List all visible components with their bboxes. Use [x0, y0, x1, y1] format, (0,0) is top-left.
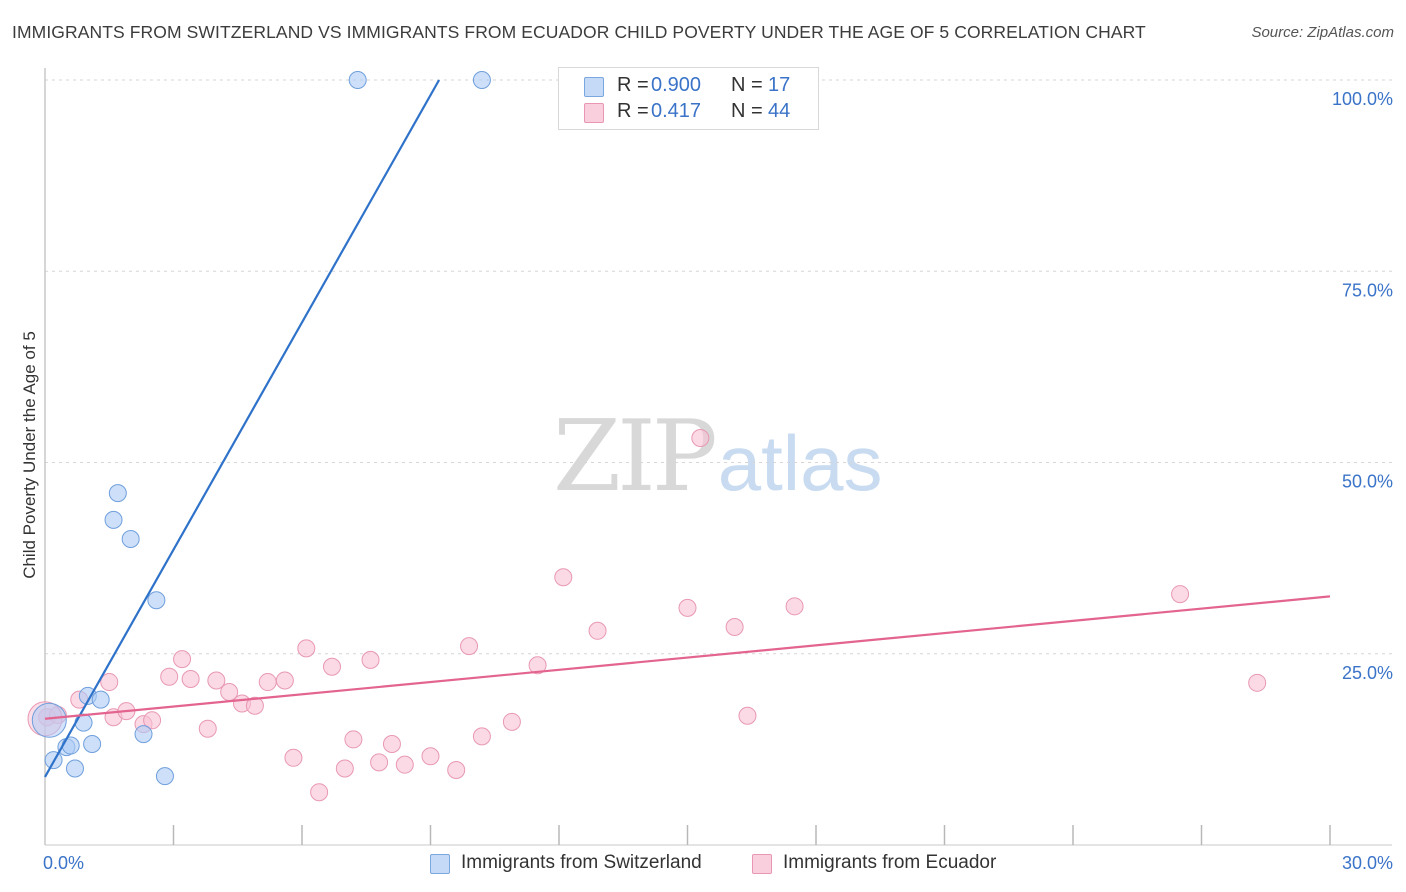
legend-n-label: N = [731, 100, 763, 122]
point-ecuador [361, 650, 380, 669]
point-ecuador [258, 673, 277, 692]
swatch-switzerland [584, 77, 604, 97]
trendline-ecuador [44, 595, 1331, 720]
point-ecuador [1171, 585, 1190, 604]
point-ecuador [382, 735, 401, 754]
point-switzerland [83, 735, 102, 754]
series-name-ecuador: Immigrants from Ecuador [783, 852, 997, 873]
series-name-switzerland: Immigrants from Switzerland [461, 852, 702, 873]
point-ecuador [173, 650, 192, 669]
point-ecuador [421, 747, 440, 766]
x-tick-label: 0.0% [43, 853, 84, 873]
y-tick-label: 75.0% [1342, 280, 1393, 300]
point-ecuador [245, 696, 264, 715]
y-tick-label: 50.0% [1342, 472, 1393, 492]
point-ecuador [100, 673, 119, 692]
point-switzerland [155, 767, 174, 786]
point-ecuador [322, 657, 341, 676]
point-ecuador [588, 621, 607, 640]
correlation-legend: R = 0.900 N = 17 R = 0.417 N = 44 [558, 67, 819, 130]
point-switzerland [147, 591, 166, 610]
point-switzerland [31, 702, 67, 738]
point-ecuador [310, 783, 329, 802]
grid-lines [45, 79, 1392, 655]
point-ecuador [207, 671, 226, 690]
point-ecuador [725, 617, 744, 636]
point-ecuador [181, 669, 200, 688]
point-switzerland [65, 759, 84, 778]
watermark-zip: ZIP [553, 400, 718, 514]
point-ecuador [554, 568, 573, 587]
axes [44, 68, 1392, 846]
series-swatch-switzerland [430, 854, 450, 874]
legend-r-value: 0.417 [651, 100, 702, 122]
point-ecuador [447, 761, 466, 780]
point-ecuador [785, 597, 804, 616]
point-ecuador [370, 753, 389, 772]
point-switzerland [104, 510, 123, 529]
point-switzerland [348, 71, 367, 89]
watermark: ZIPatlas [553, 400, 883, 514]
legend-r-label: R = [617, 74, 649, 96]
trendline-switzerland [44, 79, 441, 778]
x-tick-label: 30.0% [1342, 853, 1393, 873]
point-ecuador [297, 639, 316, 658]
chart-title: IMMIGRANTS FROM SWITZERLAND VS IMMIGRANT… [12, 22, 1146, 42]
legend-r-value: 0.900 [651, 74, 702, 96]
point-switzerland [61, 736, 80, 755]
y-tick-label: 25.0% [1342, 663, 1393, 683]
point-switzerland [121, 530, 140, 548]
legend-n-value: 44 [768, 100, 791, 122]
point-ecuador [738, 706, 757, 725]
legend-n-label: N = [731, 74, 763, 96]
legend-r-label: R = [617, 100, 649, 122]
swatch-ecuador [584, 103, 604, 123]
y-tick-label: 100.0% [1332, 89, 1393, 109]
point-ecuador [284, 748, 303, 767]
series-swatch-ecuador [752, 854, 772, 874]
point-ecuador [395, 755, 414, 774]
source-label: Source: ZipAtlas.com [1251, 24, 1394, 41]
point-ecuador [344, 730, 363, 749]
point-ecuador [528, 656, 547, 675]
data-points [27, 71, 1267, 802]
point-ecuador [502, 712, 521, 731]
point-ecuador [160, 667, 179, 686]
legend-n-value: 17 [768, 74, 791, 96]
point-switzerland [91, 690, 110, 709]
point-ecuador [691, 429, 710, 448]
point-switzerland [108, 484, 127, 503]
point-ecuador [1248, 673, 1267, 692]
point-switzerland [472, 71, 491, 89]
trend-lines [44, 79, 1331, 778]
point-ecuador [460, 637, 479, 656]
point-ecuador [472, 727, 491, 746]
point-ecuador [275, 671, 294, 690]
point-ecuador [198, 719, 217, 738]
point-switzerland [134, 725, 153, 744]
point-ecuador [335, 759, 354, 778]
point-ecuador [678, 598, 697, 617]
point-ecuador [143, 711, 162, 730]
tick-labels: 25.0% 50.0% 75.0% 100.0% 0.0% 30.0% [43, 89, 1393, 873]
